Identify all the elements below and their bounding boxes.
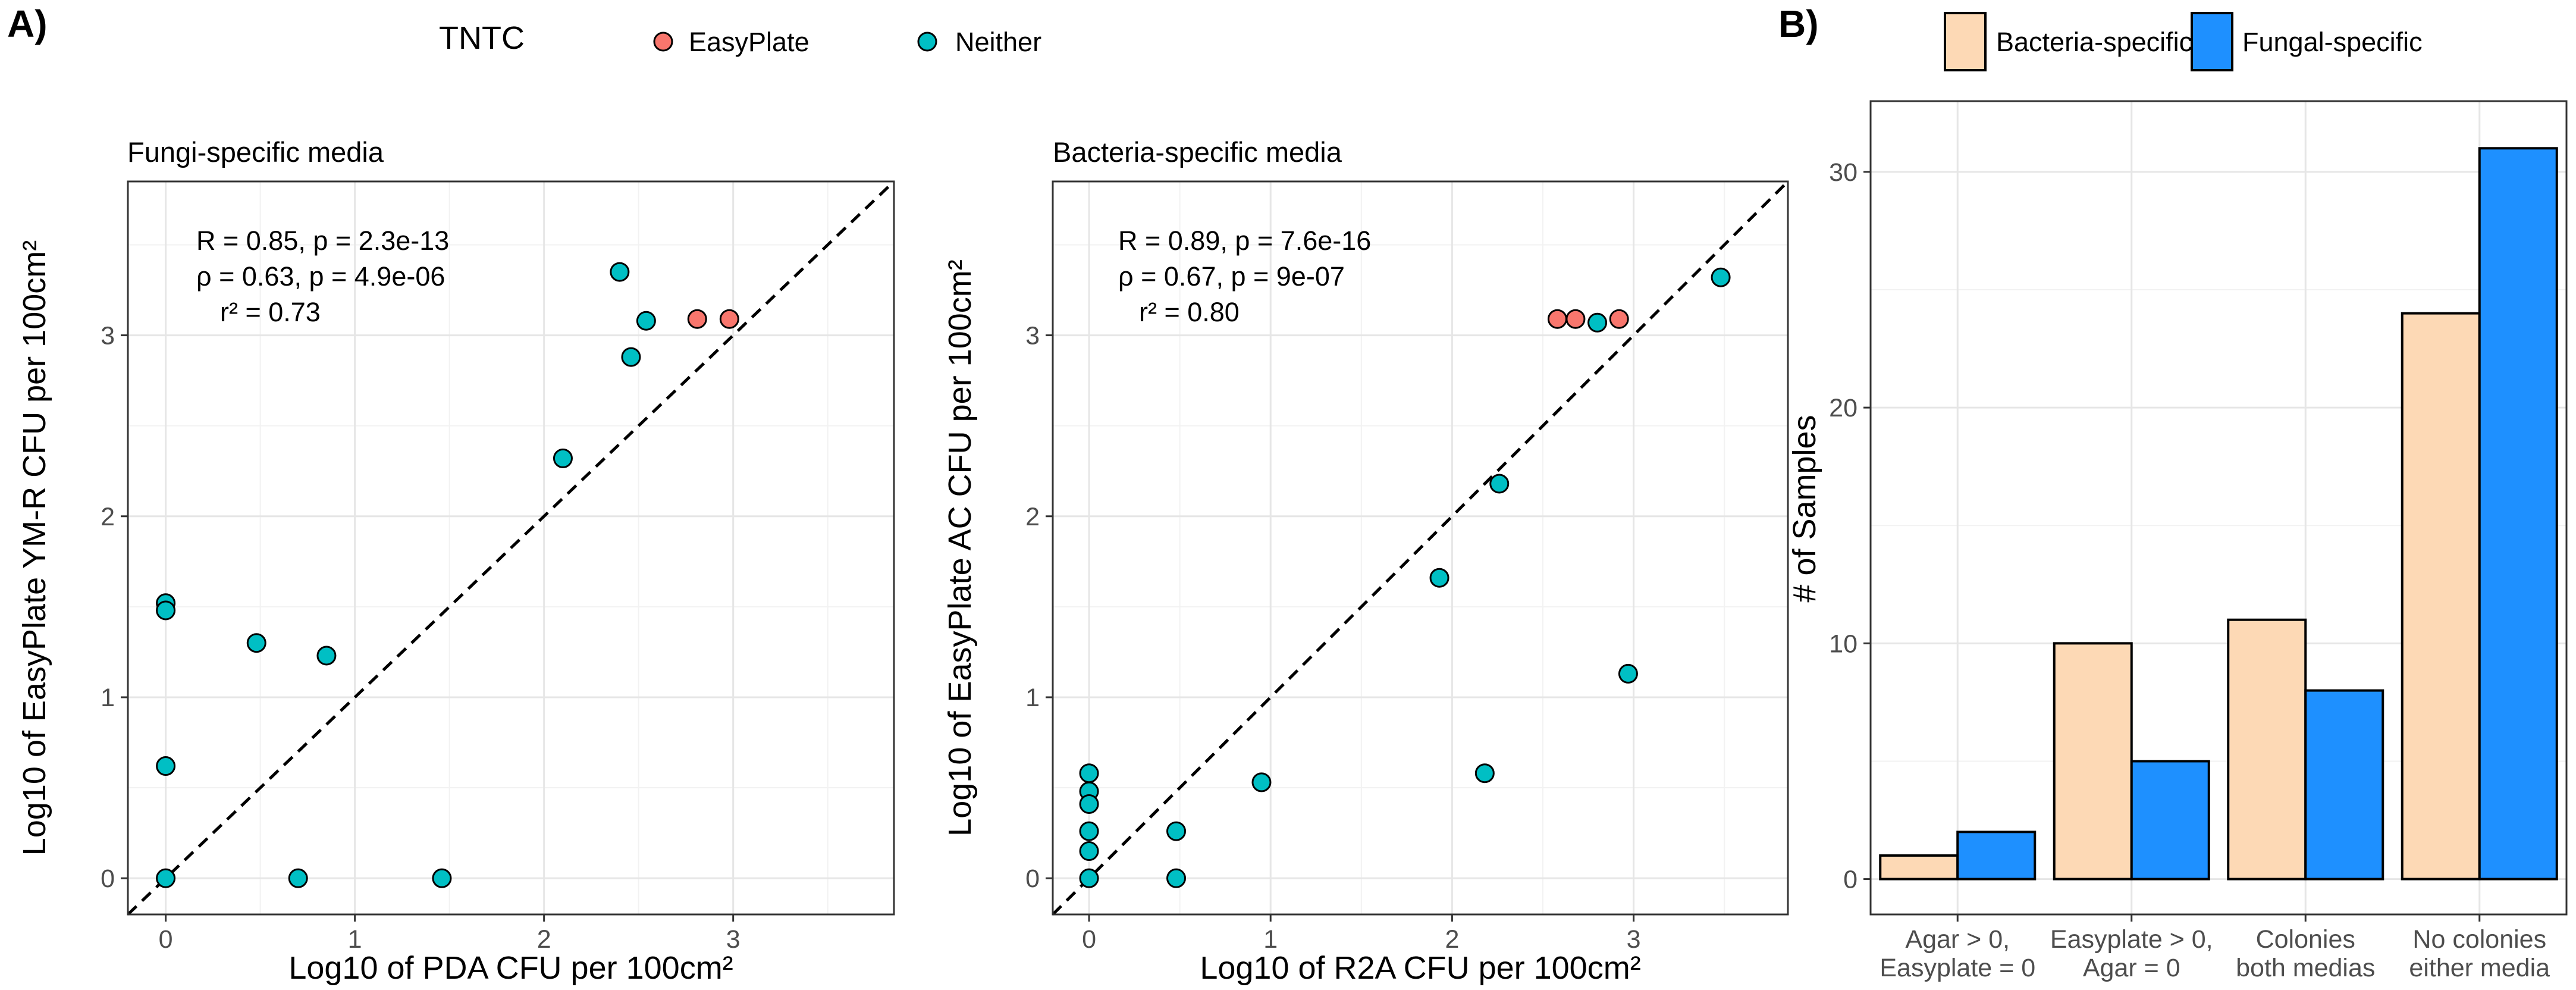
scatter-fungi-xtick: 2: [537, 925, 551, 954]
bar-category-label: Colonies: [2256, 925, 2355, 954]
scatter-bacteria-xtick: 0: [1082, 925, 1096, 954]
legend-fungal-swatch: [2191, 12, 2233, 71]
legend-easyplate-label: EasyPlate: [689, 27, 809, 57]
bar-ylabel: # of Samples: [1787, 415, 1822, 602]
scatter-bacteria-point-neither: [1429, 568, 1449, 588]
scatter-bacteria-ytick: 2: [1025, 503, 1040, 531]
legend-neither-swatch: [917, 32, 937, 52]
bar-ytick: 0: [1843, 866, 1858, 894]
scatter-bacteria-xlabel: Log10 of R2A CFU per 100cm²: [1200, 950, 1640, 986]
bar-ytick: 10: [1829, 629, 1858, 658]
scatter-bacteria-point-easyplate: [1547, 309, 1567, 329]
bar-category-label: Agar > 0,: [1905, 925, 2010, 954]
scatter-bacteria-identity-line: [1052, 180, 1789, 916]
scatter-fungi-point-neither: [621, 347, 641, 367]
scatter-fungi-point-neither: [553, 448, 573, 468]
scatter-bacteria-xtick: 2: [1445, 925, 1459, 954]
scatter-bacteria-point-neither: [1079, 841, 1099, 861]
bar-category-label: both medias: [2236, 954, 2375, 982]
legend-neither-label: Neither: [955, 27, 1041, 57]
scatter-fungi-stat-r2: r² = 0.73: [220, 297, 321, 327]
scatter-fungi-point-neither: [156, 600, 176, 621]
scatter-bacteria-point-neither: [1079, 794, 1099, 814]
scatter-fungi-ytick: 0: [101, 864, 115, 893]
scatter-bacteria-point-neither: [1166, 868, 1187, 888]
scatter-fungi-stat-r: R = 0.85, p = 2.3e-13: [196, 225, 449, 256]
scatter-bacteria-point-neither: [1711, 267, 1731, 287]
legend-fungal-label: Fungal-specific: [2242, 27, 2423, 57]
bar-bacteria-specific: [2401, 312, 2481, 881]
scatter-fungi-xtick: 3: [726, 925, 741, 954]
scatter-bacteria-ytick: 0: [1025, 864, 1040, 893]
legend-tntc: TNTC EasyPlate Neither: [439, 20, 1041, 57]
bar-chart-panel: 0 10 20 30 Agar > 0,Easyplate = 0 Easyplate …: [1787, 100, 2568, 982]
scatter-fungi-point-easyplate: [719, 309, 739, 329]
scatter-bacteria-title: Bacteria-specific media: [1053, 136, 1342, 168]
bar-fungal-specific: [2478, 147, 2558, 881]
scatter-bacteria-ylabel: Log10 of EasyPlate AC CFU per 100cm²: [942, 259, 978, 836]
scatter-fungi-title: Fungi-specific media: [127, 136, 384, 168]
bar-fungal-specific: [2130, 760, 2210, 881]
scatter-bacteria-point-neither: [1166, 821, 1187, 841]
scatter-fungi-point-neither: [288, 868, 308, 888]
bar-category-label: No colonies: [2412, 925, 2546, 954]
scatter-bacteria-stat-rho: ρ = 0.67, p = 9e-07: [1118, 261, 1345, 292]
bar-bacteria-specific: [2227, 618, 2307, 881]
scatter-fungi-point-neither: [636, 311, 656, 331]
scatter-fungi-identity-line: [127, 180, 895, 916]
scatter-fungi-point-neither: [246, 633, 266, 653]
scatter-bacteria-ytick: 1: [1025, 684, 1040, 712]
scatter-bacteria-point-neither: [1474, 763, 1495, 784]
scatter-fungi-point-neither: [156, 756, 176, 776]
scatter-fungi-point-neither: [610, 262, 630, 282]
legend-bacteria-swatch: [1944, 12, 1987, 71]
legend-tntc-title: TNTC: [439, 20, 525, 56]
scatter-bacteria-point-easyplate: [1609, 309, 1629, 329]
bar-category-label: Easyplate = 0: [1880, 954, 2035, 982]
scatter-fungi-point-neither: [156, 868, 176, 888]
scatter-bacteria-ytick: 3: [1025, 322, 1040, 350]
scatter-fungi-stat-rho: ρ = 0.63, p = 4.9e-06: [196, 261, 445, 292]
scatter-fungi-ytick: 2: [101, 503, 115, 531]
scatter-bacteria-point-neither: [1489, 474, 1510, 494]
scatter-bacteria-xtick: 3: [1627, 925, 1641, 954]
bar-bacteria-specific: [1879, 854, 1959, 881]
bar-fungal-specific: [1956, 831, 2037, 881]
scatter-bacteria-point-neither: [1079, 868, 1099, 888]
scatter-bacteria-point-neither: [1251, 772, 1272, 792]
scatter-fungi-point-neither: [316, 646, 337, 666]
scatter-fungi-ylabel: Log10 of EasyPlate YM-R CFU per 100cm²: [17, 240, 52, 856]
scatter-bacteria-xtick: 1: [1263, 925, 1278, 954]
legend-easyplate-swatch: [653, 32, 673, 52]
scatter-bacteria-stat-r: R = 0.89, p = 7.6e-16: [1118, 225, 1371, 256]
scatter-fungi-point-easyplate: [687, 309, 707, 329]
bar-category-label: Easyplate > 0,: [2050, 925, 2213, 954]
scatter-bacteria-point-easyplate: [1565, 309, 1586, 329]
panel-b-label: B): [1778, 2, 1819, 45]
bar-bacteria-specific: [2053, 642, 2133, 881]
scatter-fungi-ytick: 1: [101, 684, 115, 712]
scatter-fungi-panel: Fungi-specific media 0 1 2 3 0 1 2 3 R = 0.85, …: [17, 136, 895, 986]
scatter-bacteria-point-neither: [1618, 663, 1638, 684]
panel-a-label: A): [7, 2, 48, 45]
bar-fungal-specific: [2304, 689, 2384, 881]
scatter-fungi-xtick: 1: [348, 925, 362, 954]
scatter-bacteria-point-neither: [1079, 821, 1099, 841]
legend-bacteria-label: Bacteria-specific: [1996, 27, 2192, 57]
scatter-fungi-xtick: 0: [159, 925, 173, 954]
legend-media: Bacteria-specific Fungal-specific: [1944, 12, 2423, 71]
scatter-fungi-ytick: 3: [101, 322, 115, 350]
bar-ytick: 20: [1829, 394, 1858, 422]
scatter-fungi-xlabel: Log10 of PDA CFU per 100cm²: [288, 950, 733, 986]
bar-ytick: 30: [1829, 158, 1858, 187]
scatter-bacteria-point-neither: [1079, 763, 1099, 784]
scatter-bacteria-point-neither: [1587, 312, 1608, 333]
scatter-fungi-point-neither: [432, 868, 452, 888]
scatter-bacteria-stat-r2: r² = 0.80: [1139, 297, 1240, 327]
bar-category-label: either media: [2409, 954, 2550, 982]
bar-category-label: Agar = 0: [2083, 954, 2180, 982]
scatter-bacteria-panel: Bacteria-specific media 0 1 2 3 0 1 2 3 R = 0.8…: [942, 136, 1789, 986]
